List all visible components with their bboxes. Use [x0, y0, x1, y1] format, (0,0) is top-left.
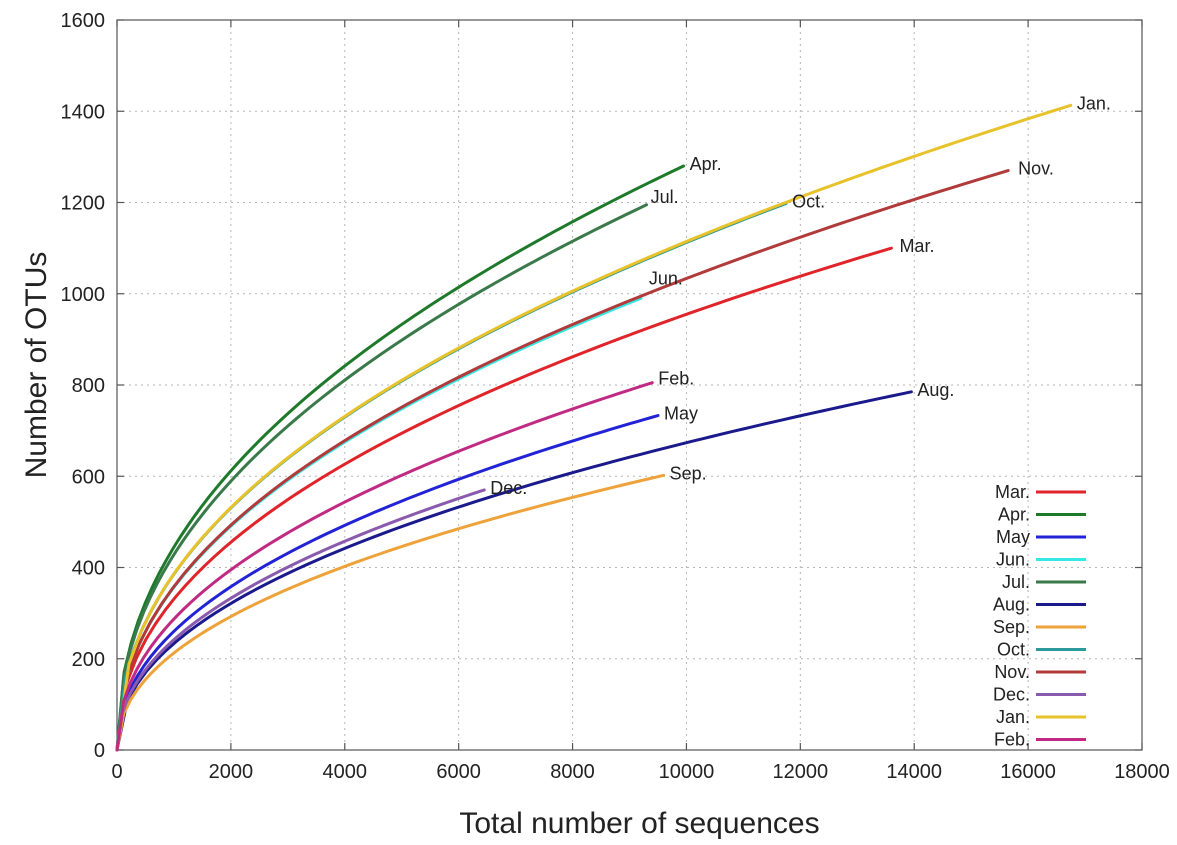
x-tick-label: 8000: [550, 761, 595, 783]
curve-label: May: [664, 404, 698, 424]
series-line-aug: [115, 390, 913, 752]
curve-label: Jul.: [651, 187, 679, 207]
y-tick-label: 1000: [61, 284, 106, 306]
x-tick-label: 2000: [209, 761, 254, 783]
series-line-nov: [115, 169, 1010, 752]
y-tick-label: 200: [72, 649, 105, 671]
series-line-feb: [115, 381, 654, 752]
x-axis-label: Total number of sequences: [459, 807, 819, 840]
legend-label: Jul.: [1002, 572, 1030, 592]
x-tick-label: 0: [111, 761, 122, 783]
legend-label: Feb.: [994, 730, 1030, 750]
legend-label: Nov.: [994, 662, 1030, 682]
series-line-jul: [115, 203, 649, 752]
y-tick-label: 0: [94, 740, 105, 762]
legend-label: Dec.: [993, 685, 1030, 705]
y-tick-label: 800: [72, 375, 105, 397]
y-axis-label: Number of OTUs: [20, 252, 53, 479]
curve-label: Apr.: [690, 154, 722, 174]
curve-label: Jan.: [1077, 93, 1111, 113]
series-line-dec: [115, 488, 486, 752]
curve-label: Sep.: [670, 463, 707, 483]
curve-label: Mar.: [899, 236, 934, 256]
x-tick-label: 10000: [659, 761, 715, 783]
legend-label: Oct.: [997, 640, 1030, 660]
y-tick-label: 1400: [61, 101, 106, 123]
legend-label: Mar.: [995, 482, 1030, 502]
legend: Mar. Apr.May Jun.Jul. Aug.Sep. Oct.Nov. Dec.J…: [993, 482, 1086, 750]
series-line-sep: [115, 473, 666, 752]
series-group: [115, 103, 1073, 752]
x-tick-label: 16000: [1000, 761, 1056, 783]
legend-label: Apr.: [998, 505, 1030, 525]
curve-label: Nov.: [1018, 159, 1054, 179]
x-tick-label: 18000: [1114, 761, 1170, 783]
legend-label: May: [996, 527, 1030, 547]
x-tick-label: 14000: [886, 761, 942, 783]
y-tick-label: 600: [72, 466, 105, 488]
legend-label: Jun.: [996, 550, 1030, 570]
legend-label: Jan.: [996, 707, 1030, 727]
y-tick-label: 1200: [61, 193, 106, 215]
legend-label: Sep.: [993, 617, 1030, 637]
series-line-apr: [115, 164, 686, 752]
y-tick-label: 1600: [61, 10, 106, 32]
curve-label: Oct.: [792, 191, 825, 211]
series-line-mar: [115, 246, 893, 752]
curve-labels: Mar. Apr. May Jun. Jul. Aug. Sep. Oct. Nov. Dec. J…: [490, 93, 1111, 498]
series-line-may: [115, 414, 660, 752]
x-tick-label: 12000: [773, 761, 829, 783]
y-tick-label: 400: [72, 558, 105, 580]
curve-label: Feb.: [658, 369, 694, 389]
axes: 0 2000 4000 6000 8000 10000 12000 14000 16000 180…: [61, 10, 1170, 783]
x-tick-label: 4000: [323, 761, 368, 783]
curve-label: Aug.: [917, 380, 954, 400]
grid: [117, 20, 1142, 750]
legend-label: Aug.: [993, 595, 1030, 615]
series-line-jan: [115, 103, 1073, 752]
curve-label: Dec.: [490, 478, 527, 498]
curve-label: Jun.: [649, 268, 683, 288]
x-tick-label: 6000: [436, 761, 481, 783]
